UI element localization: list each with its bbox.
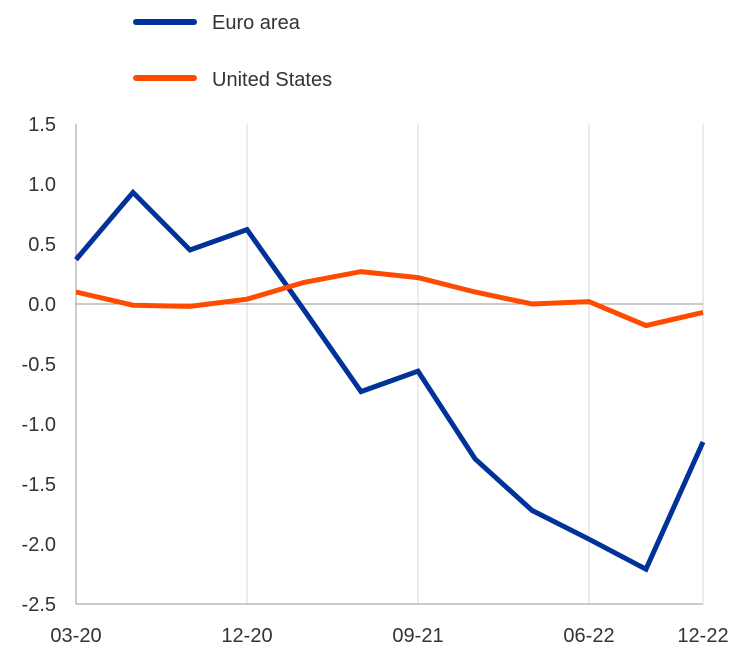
x-tick-label: 09-21	[392, 625, 443, 647]
plot-area	[74, 124, 706, 605]
series-lines	[74, 188, 706, 573]
legend: Euro area United States	[133, 12, 332, 91]
y-tick-label: -2.5	[22, 594, 56, 616]
x-tick-label: 12-22	[677, 625, 728, 647]
x-tick-label: 12-20	[221, 625, 272, 647]
legend-label-euro-area: Euro area	[212, 12, 301, 34]
gridlines	[246, 124, 704, 604]
series-line-euro-area	[74, 188, 706, 573]
x-tick-label: 03-20	[50, 625, 101, 647]
y-axis-tick-labels: 1.5 1.0 0.5 0.0 -0.5 -1.0 -1.5 -2.0 -2.5	[22, 114, 56, 616]
y-tick-label: 0.5	[28, 234, 56, 256]
x-tick-label: 06-22	[563, 625, 614, 647]
y-tick-label: -1.5	[22, 474, 56, 496]
y-tick-label: -1.0	[22, 414, 56, 436]
x-axis-tick-labels: 03-20 12-20 09-21 06-22 12-22	[50, 625, 728, 647]
y-tick-label: 1.5	[28, 114, 56, 136]
y-tick-label: -0.5	[22, 354, 56, 376]
y-tick-label: -2.0	[22, 534, 56, 556]
y-tick-label: 1.0	[28, 174, 56, 196]
series-line-united-states	[75, 269, 704, 329]
y-tick-label: 0.0	[28, 294, 56, 316]
legend-label-united-states: United States	[212, 69, 332, 91]
